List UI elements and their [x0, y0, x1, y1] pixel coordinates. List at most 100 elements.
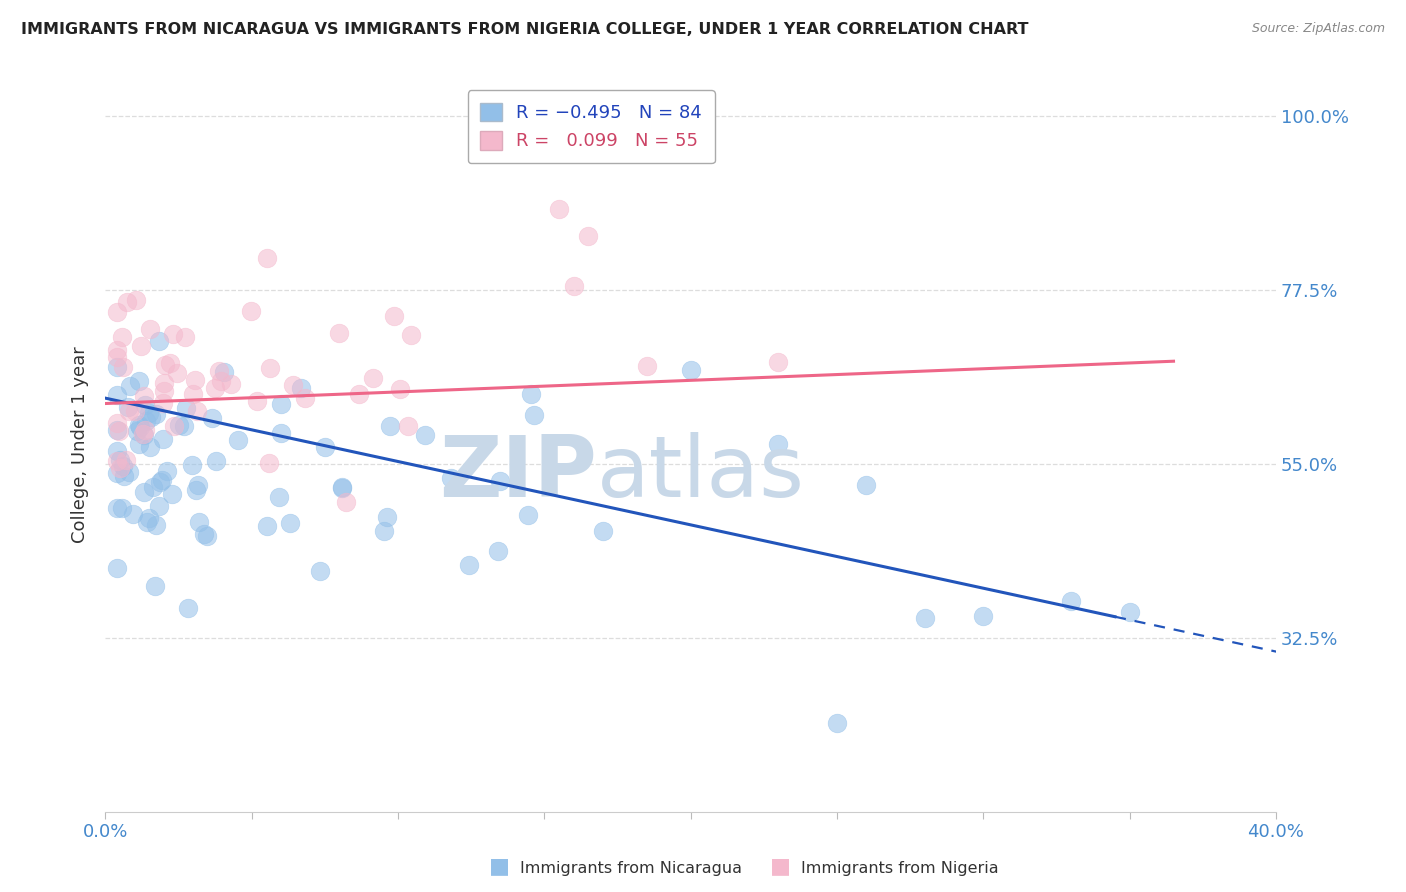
Point	[825, 715, 848, 730]
Point	[105, 388, 128, 402]
Point	[382, 309, 405, 323]
Point	[139, 440, 162, 454]
Point	[181, 387, 204, 401]
Point	[124, 404, 146, 418]
Point	[201, 410, 224, 425]
Text: Immigrants from Nicaragua: Immigrants from Nicaragua	[520, 861, 742, 876]
Text: Source: ZipAtlas.com: Source: ZipAtlas.com	[1251, 22, 1385, 36]
Point	[111, 459, 134, 474]
Point	[125, 424, 148, 438]
Point	[378, 418, 401, 433]
Point	[314, 441, 336, 455]
Point	[139, 322, 162, 336]
Point	[105, 453, 128, 467]
Point	[181, 458, 204, 472]
Point	[239, 303, 262, 318]
Point	[363, 371, 385, 385]
Point	[117, 400, 139, 414]
Point	[134, 398, 156, 412]
Point	[972, 609, 994, 624]
Point	[177, 600, 200, 615]
Point	[152, 384, 174, 398]
Point	[156, 464, 179, 478]
Point	[1060, 594, 1083, 608]
Point	[105, 501, 128, 516]
Point	[768, 437, 790, 451]
Point	[294, 392, 316, 406]
Point	[396, 419, 419, 434]
Point	[330, 480, 353, 494]
Point	[184, 373, 207, 387]
Point	[174, 401, 197, 416]
Point	[134, 428, 156, 442]
Point	[246, 394, 269, 409]
Point	[162, 487, 184, 501]
Point	[163, 419, 186, 434]
Point	[167, 417, 190, 432]
Point	[188, 515, 211, 529]
Point	[1118, 605, 1140, 619]
Point	[562, 279, 585, 293]
Point	[153, 358, 176, 372]
Point	[132, 427, 155, 442]
Point	[592, 524, 614, 538]
Point	[132, 389, 155, 403]
Point	[162, 326, 184, 341]
Point	[440, 470, 463, 484]
Point	[159, 356, 181, 370]
Point	[105, 423, 128, 437]
Text: Immigrants from Nigeria: Immigrants from Nigeria	[801, 861, 1000, 876]
Point	[143, 579, 166, 593]
Point	[375, 510, 398, 524]
Text: atlas: atlas	[598, 433, 804, 516]
Point	[679, 363, 702, 377]
Point	[166, 366, 188, 380]
Point	[636, 359, 658, 373]
Point	[278, 516, 301, 531]
Point	[205, 453, 228, 467]
Point	[768, 355, 790, 369]
Point	[111, 329, 134, 343]
Point	[152, 432, 174, 446]
Point	[105, 350, 128, 364]
Point	[290, 381, 312, 395]
Point	[125, 293, 148, 307]
Point	[129, 420, 152, 434]
Point	[221, 376, 243, 391]
Point	[187, 478, 209, 492]
Point	[195, 529, 218, 543]
Point	[259, 360, 281, 375]
Point	[118, 465, 141, 479]
Point	[228, 433, 250, 447]
Point	[128, 418, 150, 433]
Point	[135, 414, 157, 428]
Point	[141, 409, 163, 424]
Point	[150, 473, 173, 487]
Point	[270, 425, 292, 440]
Point	[128, 374, 150, 388]
Point	[138, 511, 160, 525]
Point	[914, 611, 936, 625]
Point	[105, 416, 128, 430]
Point	[184, 483, 207, 498]
Point	[309, 565, 332, 579]
Point	[173, 419, 195, 434]
Point	[257, 456, 280, 470]
Point	[149, 475, 172, 490]
Point	[121, 507, 143, 521]
Point	[115, 295, 138, 310]
Point	[107, 425, 129, 439]
Y-axis label: College, Under 1 year: College, Under 1 year	[72, 346, 89, 543]
Point	[335, 495, 357, 509]
Point	[105, 466, 128, 480]
Point	[115, 452, 138, 467]
Legend: R = −0.495   N = 84, R =   0.099   N = 55: R = −0.495 N = 84, R = 0.099 N = 55	[468, 90, 714, 163]
Point	[145, 518, 167, 533]
Point	[145, 407, 167, 421]
Point	[256, 519, 278, 533]
Point	[328, 326, 350, 340]
Point	[148, 499, 170, 513]
Point	[138, 406, 160, 420]
Point	[576, 228, 599, 243]
Text: IMMIGRANTS FROM NICARAGUA VS IMMIGRANTS FROM NIGERIA COLLEGE, UNDER 1 YEAR CORRE: IMMIGRANTS FROM NICARAGUA VS IMMIGRANTS …	[21, 22, 1029, 37]
